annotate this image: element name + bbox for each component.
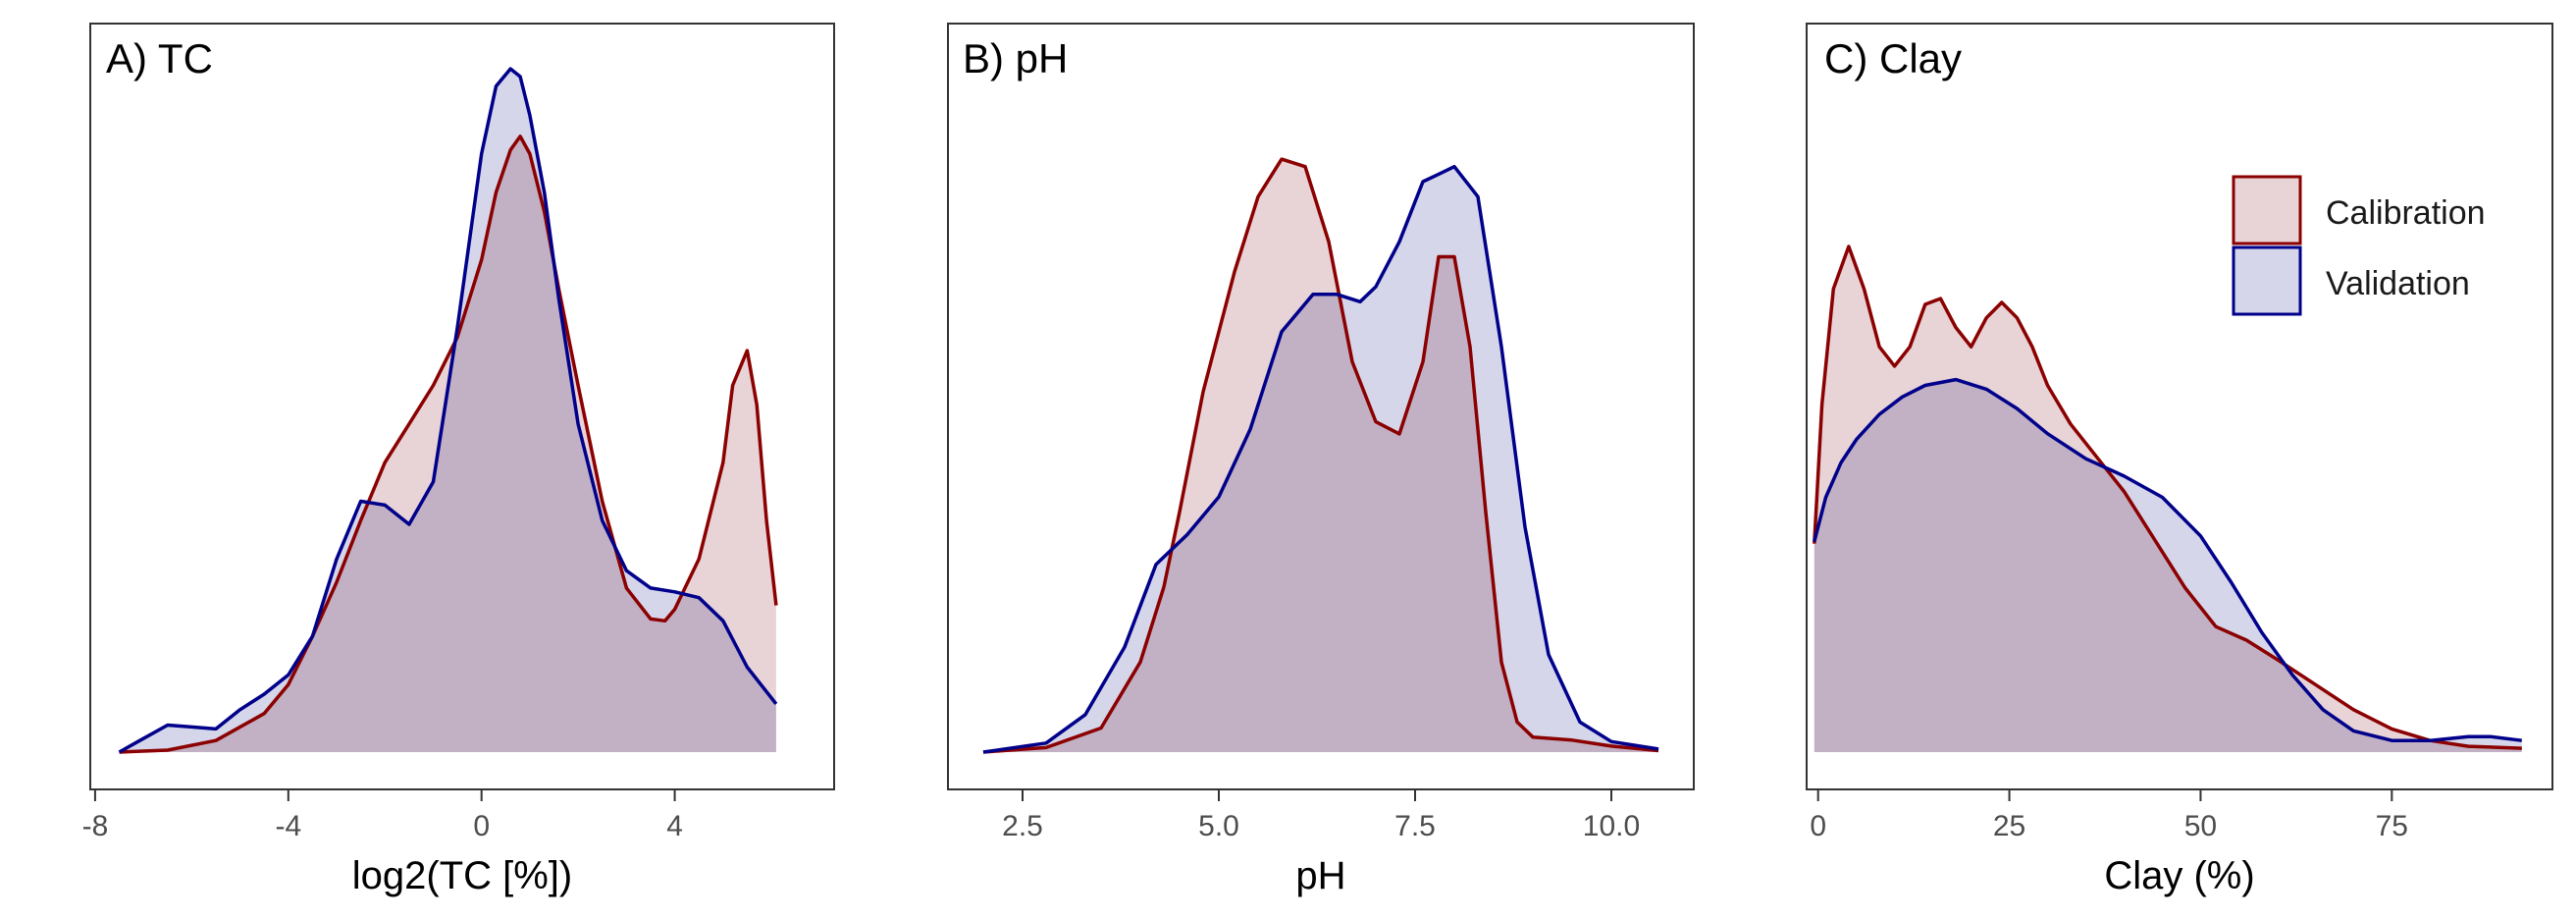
panel-a-x-ticks: -8 -4 0 4 (82, 789, 683, 842)
panel-c-x-ticks: 0 25 50 75 (1810, 789, 2408, 842)
panel-a-validation-line (118, 67, 778, 754)
panel-a-x-tick-label: -4 (275, 810, 301, 842)
panel-b-x-axis-label: pH (1295, 854, 1345, 897)
legend-label-calibration: Calibration (2326, 194, 2486, 232)
panel-b: B) pH 2.5 5.0 7.5 10.0 pH (947, 23, 1695, 897)
panel-b-validation-area (983, 166, 1658, 752)
panel-a-border (89, 23, 835, 790)
panel-b-title: B) pH (963, 35, 1068, 81)
panel-b-calibration-line (982, 157, 1659, 754)
panel-a-x-tick-label: -8 (82, 810, 109, 842)
panel-c-validation-area (1814, 379, 2522, 752)
panel-c-validation-line (1813, 377, 2523, 742)
panel-c-x-tick-label: 25 (1993, 810, 2025, 842)
panel-a-x-tick-label: 0 (473, 810, 490, 842)
panel-c: C) Clay 0 25 50 75 Clay (%) Calibration Val… (1806, 23, 2553, 897)
panel-c-border (1806, 23, 2553, 790)
panel-c-x-axis-label: Clay (%) (2104, 854, 2254, 897)
panel-b-x-tick-label: 5.0 (1198, 810, 1239, 842)
panel-b-plot-area (982, 157, 1659, 754)
panel-c-calibration-line (1813, 244, 2522, 750)
panel-b-x-ticks: 2.5 5.0 7.5 10.0 (1002, 789, 1640, 842)
legend-swatch-validation (2232, 245, 2302, 316)
legend: Calibration Validation (2232, 175, 2486, 316)
panel-b-x-tick-label: 7.5 (1394, 810, 1436, 842)
panel-b-x-tick-label: 2.5 (1002, 810, 1043, 842)
panel-a: A) TC -8 -4 0 4 log2(TC [%]) (82, 23, 835, 897)
panel-c-title: C) Clay (1824, 35, 1962, 81)
panel-b-validation-line (982, 164, 1659, 754)
panel-c-x-tick-label: 0 (1810, 810, 1826, 842)
panel-c-x-tick-label: 50 (2184, 810, 2217, 842)
panel-a-title: A) TC (106, 35, 213, 81)
panel-c-plot-area (1813, 244, 2523, 752)
panel-a-x-tick-label: 4 (666, 810, 683, 842)
legend-swatch-calibration (2232, 175, 2302, 245)
panel-b-border (947, 23, 1695, 790)
panel-b-x-tick-label: 10.0 (1583, 810, 1640, 842)
panel-a-x-axis-label: log2(TC [%]) (352, 854, 573, 897)
panel-c-x-tick-label: 75 (2376, 810, 2408, 842)
legend-label-validation: Validation (2326, 265, 2470, 302)
panel-a-plot-area (118, 67, 778, 754)
panel-a-validation-area (119, 69, 776, 753)
